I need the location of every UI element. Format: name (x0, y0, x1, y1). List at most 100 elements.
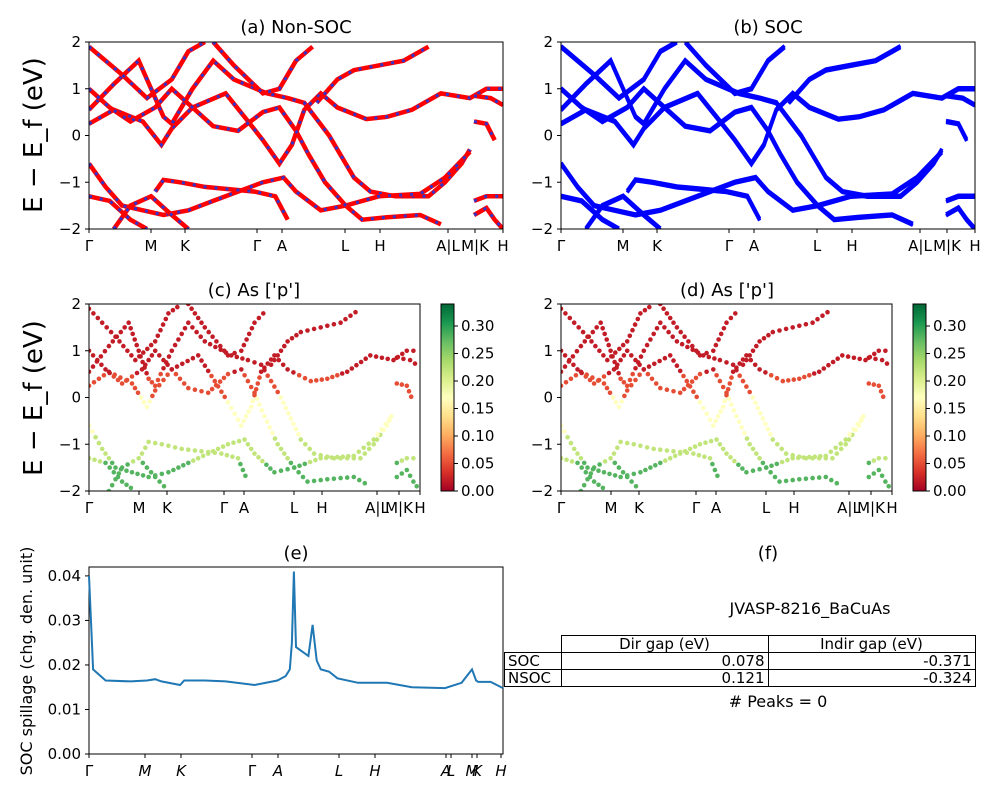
scatter-point (199, 389, 204, 394)
scatter-point (318, 325, 324, 330)
scatter-point (607, 390, 613, 396)
panel-f-title: (f) (758, 543, 778, 564)
scatter-point (199, 449, 204, 454)
scatter-point (379, 355, 385, 361)
scatter-point (256, 315, 262, 321)
scatter-point (718, 409, 723, 414)
scatter-point (119, 381, 125, 386)
scatter-point (772, 474, 778, 480)
scatter-point (261, 311, 266, 316)
scatter-point (591, 381, 597, 386)
scatter-point (346, 454, 351, 459)
scatter-point (763, 465, 769, 470)
scatter-point (583, 470, 589, 475)
scatter-point (246, 331, 252, 337)
scatter-point (624, 383, 630, 389)
scatter-point (414, 484, 420, 489)
scatter-point (620, 470, 626, 475)
y-tick-label: 0 (71, 389, 81, 407)
band-ylabel-mid: E − E_f (eV) (19, 320, 49, 476)
scatter-point (149, 353, 155, 358)
scatter-point (697, 371, 703, 377)
scatter-point (221, 348, 227, 354)
y-tick-label: 0.00 (48, 745, 81, 763)
scatter-point (119, 479, 125, 484)
scatter-point (231, 440, 236, 446)
scatter-point (245, 378, 251, 384)
scatter-point (671, 449, 676, 454)
scatter-point (662, 325, 667, 330)
panel-d-plot: 210−1−2Γ M K Γ A L H A|LM|K H (531, 295, 898, 517)
scatter-point (124, 468, 129, 474)
scatter-point (348, 313, 353, 319)
scatter-point (113, 334, 118, 340)
scatter-point (678, 329, 683, 335)
scatter-point (329, 455, 335, 460)
scatter-point (857, 356, 862, 362)
scatter-point (658, 447, 663, 453)
scatter-point (618, 439, 623, 445)
scatter-point (229, 353, 234, 358)
band-line (561, 149, 944, 216)
scatter-point (113, 477, 118, 482)
scatter-point (694, 394, 699, 400)
x-tick-label: A|L (365, 499, 389, 517)
scatter-point (150, 393, 155, 399)
x-tick-label: H (969, 237, 980, 255)
scatter-point (561, 423, 564, 428)
scatter-point (835, 356, 840, 362)
x-tick-label: H (414, 499, 425, 517)
scatter-point (234, 354, 240, 360)
scatter-point (679, 341, 685, 347)
scatter-point (573, 373, 579, 378)
scatter-point (229, 405, 234, 411)
scatter-point (136, 348, 141, 354)
scatter-point (770, 329, 776, 335)
scatter-point (106, 343, 112, 349)
scatter-point (740, 357, 746, 362)
scatter-point (666, 329, 671, 335)
scatter-point (159, 471, 165, 477)
scatter-point (250, 398, 256, 404)
scatter-point (358, 456, 363, 461)
scatter-point (338, 475, 343, 481)
scatter-point (89, 306, 92, 311)
band-line (945, 206, 975, 229)
y-tick-label: 1 (543, 80, 553, 98)
scatter-point (111, 470, 117, 475)
scatter-point (691, 451, 696, 456)
panel-e-frame (88, 566, 504, 755)
scatter-point (232, 350, 237, 356)
scatter-point (629, 382, 634, 388)
colorbar-gradient (440, 303, 455, 492)
scatter-point (785, 457, 790, 463)
scatter-point (612, 473, 618, 478)
scatter-point (649, 376, 655, 382)
scatter-point (606, 370, 612, 376)
scatter-point (568, 376, 574, 382)
scatter-point (571, 446, 577, 452)
scatter-point (786, 378, 791, 383)
scatter-point (272, 470, 277, 475)
scatter-point (838, 446, 844, 452)
scatter-point (186, 304, 191, 307)
scatter-point (130, 331, 135, 337)
scatter-point (884, 361, 890, 366)
scatter-point (692, 444, 698, 449)
scatter-point (747, 389, 752, 395)
band-line (561, 58, 944, 199)
scatter-point (717, 442, 723, 447)
band-line (945, 195, 975, 204)
band-line (561, 151, 944, 218)
scatter-point (779, 459, 785, 465)
band-line (625, 177, 762, 220)
panel-a-plot: 210−1−2Γ M K Γ A L H A|L M|K H (59, 33, 509, 255)
band-line (945, 120, 969, 142)
scatter-point (325, 323, 330, 329)
scatter-point (701, 353, 706, 358)
band-line (625, 178, 762, 222)
scatter-point (137, 354, 142, 359)
scatter-point (638, 470, 643, 475)
scatter-point (99, 446, 105, 452)
scatter-point (644, 445, 650, 450)
